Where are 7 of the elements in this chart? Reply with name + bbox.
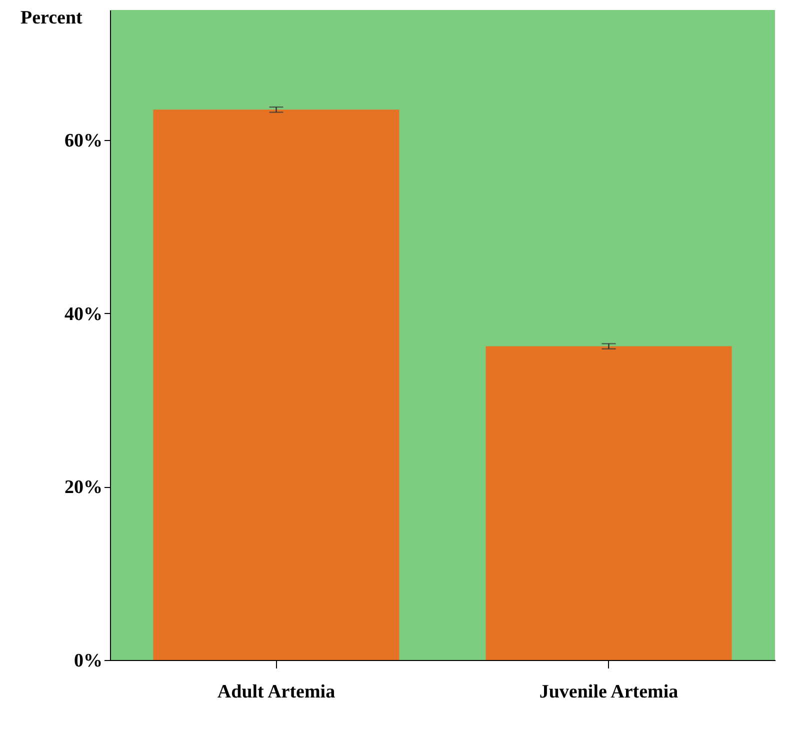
y-tick-label: 20% [64,477,102,498]
y-tick-label: 60% [64,130,102,152]
x-tick-label: Adult Artemia [217,682,336,702]
y-axis-title: Percent [20,8,84,28]
y-tick-label: 40% [64,304,102,325]
x-tick-label: Juvenile Artemia [539,682,679,702]
y-tick-label: 0% [74,650,102,672]
